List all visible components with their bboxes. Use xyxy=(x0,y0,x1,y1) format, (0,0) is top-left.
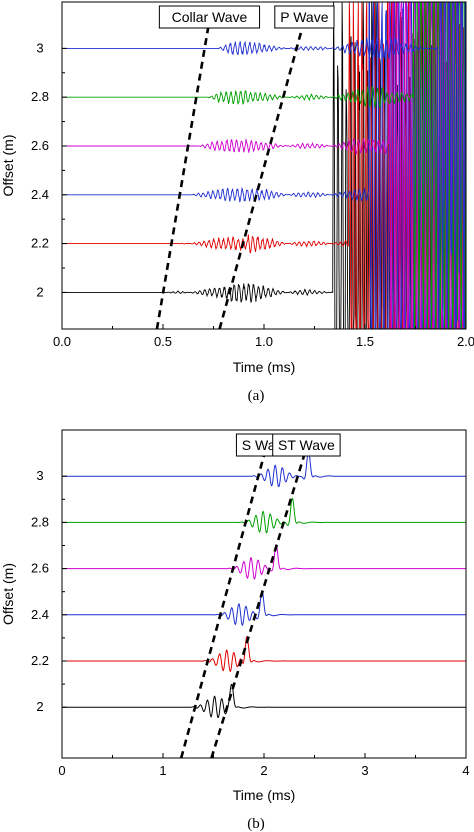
b-y-tick-label: 2.4 xyxy=(31,607,49,622)
a-y-tick-label: 2 xyxy=(36,284,43,299)
b-x-tick-label: 0 xyxy=(58,763,65,778)
b-x-tick-label: 1 xyxy=(159,763,166,778)
panel-b-axes: 0 1 2 3 4 2 2.2 2.4 2.6 2.8 3 xyxy=(31,468,470,778)
a-y-tick-label: 3 xyxy=(36,40,43,55)
b-x-tick-label: 2 xyxy=(260,763,267,778)
panel-b-x-axis-label: Time (ms) xyxy=(233,787,295,803)
a-p-wave-line xyxy=(218,19,306,330)
panel-a-x-axis-label: Time (ms) xyxy=(233,359,295,375)
a-x-tick-label: 1.0 xyxy=(255,334,273,349)
panel-b-trace-2_8 xyxy=(62,497,466,534)
panel-b-trace-3 xyxy=(62,451,466,487)
b-annotation-label: ST Wave xyxy=(278,437,335,453)
panel-a-trace-2_6 xyxy=(62,2,466,329)
panel-a: Collar Wave P Wave 0.0 0.5 1.0 1.5 2.0 2 2.2 2.4… xyxy=(0,1,474,404)
b-annotation-box xyxy=(272,433,341,457)
a-x-tick-label: 0.5 xyxy=(154,334,172,349)
b-x-tick-label: 3 xyxy=(361,763,368,778)
panel-a-trace-2_4 xyxy=(62,2,466,329)
b-y-tick-label: 3 xyxy=(36,468,43,483)
panel-a-trace-2_2 xyxy=(62,2,466,329)
panel-a-traces xyxy=(62,2,466,329)
panel-b-y-axis-label: Offset (m) xyxy=(0,563,16,625)
panel-a-y-axis-label: Offset (m) xyxy=(0,135,16,197)
a-annotation-label: Collar Wave xyxy=(172,9,248,25)
b-s-wave-line xyxy=(179,447,268,759)
b-st-wave-line xyxy=(210,447,308,759)
panel-b-caption: (b) xyxy=(247,816,265,832)
a-collar-wave-line xyxy=(155,19,211,330)
b-y-tick-label: 2.6 xyxy=(31,561,49,576)
b-y-tick-label: 2.2 xyxy=(31,653,49,668)
panel-b-trace-2_2 xyxy=(62,635,466,672)
panel-a-axes: 0.0 0.5 1.0 1.5 2.0 2 2.2 2.4 2.6 2.8 3 xyxy=(31,40,474,349)
panel-b-trace-2_6 xyxy=(62,544,466,580)
a-x-tick-label: 1.5 xyxy=(356,334,374,349)
a-x-tick-label: 2.0 xyxy=(457,334,474,349)
panel-b-traces xyxy=(62,451,466,718)
b-y-tick-label: 2 xyxy=(36,699,43,714)
a-y-tick-label: 2.4 xyxy=(31,187,49,202)
panel-b-trace-2_4 xyxy=(62,589,466,626)
b-x-tick-label: 4 xyxy=(462,763,469,778)
a-annotation-label: P Wave xyxy=(280,9,328,25)
b-y-tick-label: 2.8 xyxy=(31,514,49,529)
a-annotation-box xyxy=(158,5,261,29)
panel-a-annotations: Collar Wave P Wave xyxy=(155,5,335,330)
a-x-tick-label: 0.0 xyxy=(53,334,71,349)
a-y-tick-label: 2.8 xyxy=(31,89,49,104)
a-y-tick-label: 2.6 xyxy=(31,138,49,153)
panel-b-trace-2 xyxy=(62,683,466,718)
panel-a-trace-3 xyxy=(62,2,466,329)
a-annotation-box xyxy=(274,5,335,29)
a-y-tick-label: 2.2 xyxy=(31,236,49,251)
panel-a-trace-2 xyxy=(62,2,466,329)
panel-a-caption: (a) xyxy=(248,388,265,404)
panel-a-trace-2_8 xyxy=(62,2,466,329)
